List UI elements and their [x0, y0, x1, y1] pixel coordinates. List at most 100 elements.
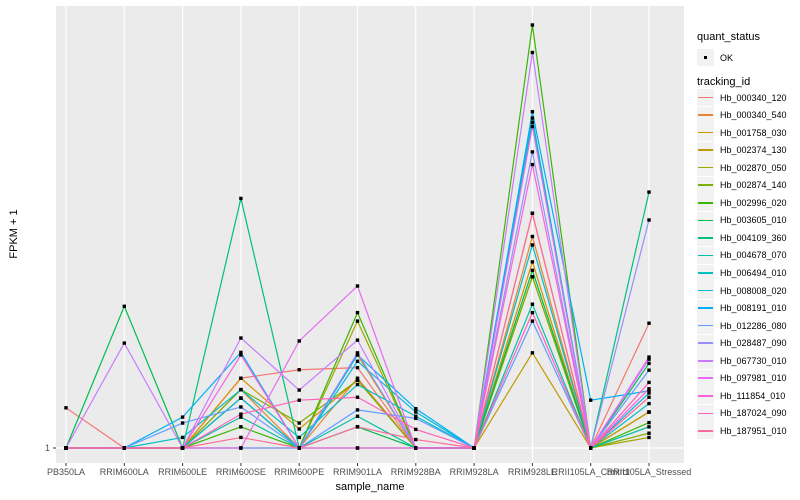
data-point — [530, 116, 535, 120]
x-tick-label: RRIM928BA — [390, 467, 441, 477]
data-point — [355, 319, 360, 323]
data-point — [64, 406, 68, 410]
legend-item: Hb_000340_120 — [697, 89, 787, 106]
legend-item: Hb_028487_090 — [697, 334, 787, 352]
legend-item: Hb_002374_130 — [697, 141, 787, 159]
legend-label: Hb_097981_010 — [720, 373, 787, 384]
data-point — [530, 211, 535, 215]
data-point — [647, 380, 651, 385]
legend-label: Hb_002996_020 — [720, 197, 787, 208]
data-point — [297, 421, 301, 425]
x-tick-label: RRIM928LA — [449, 467, 499, 477]
legend-item: Hb_067730_010 — [697, 352, 787, 370]
data-point — [530, 243, 535, 247]
legend-quant-status-title: quant_status — [697, 31, 760, 43]
legend-key-line-icon — [697, 124, 714, 142]
legend-label: Hb_111854_010 — [720, 390, 786, 401]
legend-item: Hb_111854_010 — [697, 387, 786, 405]
data-point — [297, 339, 301, 343]
data-point — [355, 446, 360, 450]
legend-label: Hb_002870_050 — [720, 162, 787, 173]
data-point — [414, 416, 418, 421]
legend-label: Hb_003605_010 — [720, 215, 787, 226]
data-point — [414, 427, 418, 432]
data-point — [530, 319, 535, 323]
data-point — [647, 420, 651, 425]
data-point — [355, 353, 360, 357]
y-tick-label: 1 — [44, 443, 50, 453]
legend-label: Hb_187951_010 — [720, 425, 787, 436]
legend-label: Hb_028487_090 — [720, 338, 787, 349]
data-point — [414, 414, 418, 418]
data-point — [530, 120, 535, 124]
data-point — [647, 368, 651, 372]
data-point — [414, 410, 418, 414]
legend-item: Hb_006494_010 — [697, 264, 787, 282]
data-point — [297, 388, 301, 392]
x-tick-label: RRII105LA_Stressed — [606, 467, 692, 477]
legend-label: Hb_008191_010 — [720, 303, 787, 314]
data-point — [414, 446, 418, 450]
legend-label: Hb_012286_080 — [720, 320, 787, 331]
data-point — [414, 437, 418, 442]
legend-label: Hb_000340_120 — [720, 92, 787, 103]
legend-label: Hb_004109_360 — [720, 232, 787, 243]
legend-label: Hb_067730_010 — [720, 355, 787, 366]
legend-label: OK — [720, 52, 734, 63]
legend-item: Hb_000340_540 — [697, 106, 787, 124]
data-point — [239, 405, 243, 409]
legend-tracking-id-title: tracking_id — [697, 76, 751, 88]
legend-key-line-icon — [697, 299, 714, 317]
data-point — [472, 446, 476, 450]
legend-key-line-icon — [697, 352, 714, 370]
legend-label: Hb_006494_010 — [720, 268, 787, 278]
data-point — [355, 359, 360, 363]
legend-label: Hb_002374_130 — [720, 145, 787, 156]
legend-item: Hb_187024_090 — [697, 404, 787, 422]
legend-label: Hb_001758_030 — [720, 127, 787, 138]
data-point — [355, 376, 360, 380]
x-tick-label: PB350LA — [46, 467, 86, 477]
data-point — [530, 162, 535, 167]
data-point — [530, 234, 535, 239]
data-point — [647, 431, 651, 435]
legend-key-line-icon — [697, 211, 714, 229]
data-point — [530, 150, 535, 154]
legend-item: Hb_004678_070 — [697, 246, 787, 264]
data-point — [647, 190, 651, 194]
data-point — [647, 425, 651, 429]
data-point — [180, 435, 185, 440]
data-point — [647, 401, 651, 406]
data-point — [355, 284, 360, 288]
legend-key-line-icon — [697, 176, 714, 194]
legend-key-line-icon — [697, 246, 714, 264]
data-point — [122, 304, 126, 308]
legend-item: Hb_097981_010 — [697, 369, 787, 387]
legend-item: Hb_002996_020 — [697, 194, 787, 212]
data-point — [239, 353, 243, 357]
data-point — [239, 336, 243, 340]
data-point — [530, 274, 535, 279]
legend-item: Hb_012286_080 — [697, 317, 787, 335]
legend-key-line-icon — [697, 159, 714, 177]
x-tick-label: RRIM901LA — [332, 467, 383, 477]
data-point — [414, 406, 418, 411]
legend-key-line-icon — [697, 387, 714, 405]
legend-key-line-icon — [697, 404, 714, 422]
data-point — [647, 410, 651, 414]
data-point — [647, 387, 651, 391]
data-point — [180, 415, 185, 419]
legend-item-ok: OK — [697, 49, 733, 66]
data-point — [355, 365, 360, 370]
legend-key-line-icon — [697, 89, 714, 106]
data-point — [647, 355, 651, 359]
legend-key-line-icon — [697, 229, 714, 247]
data-point — [297, 435, 301, 440]
legend-label: Hb_000340_540 — [720, 110, 787, 121]
ok-point-icon — [697, 49, 714, 66]
legend-key-line-icon — [697, 141, 714, 159]
data-point — [530, 50, 535, 55]
data-point — [180, 446, 185, 450]
legend-label: Hb_008008_020 — [720, 285, 787, 296]
